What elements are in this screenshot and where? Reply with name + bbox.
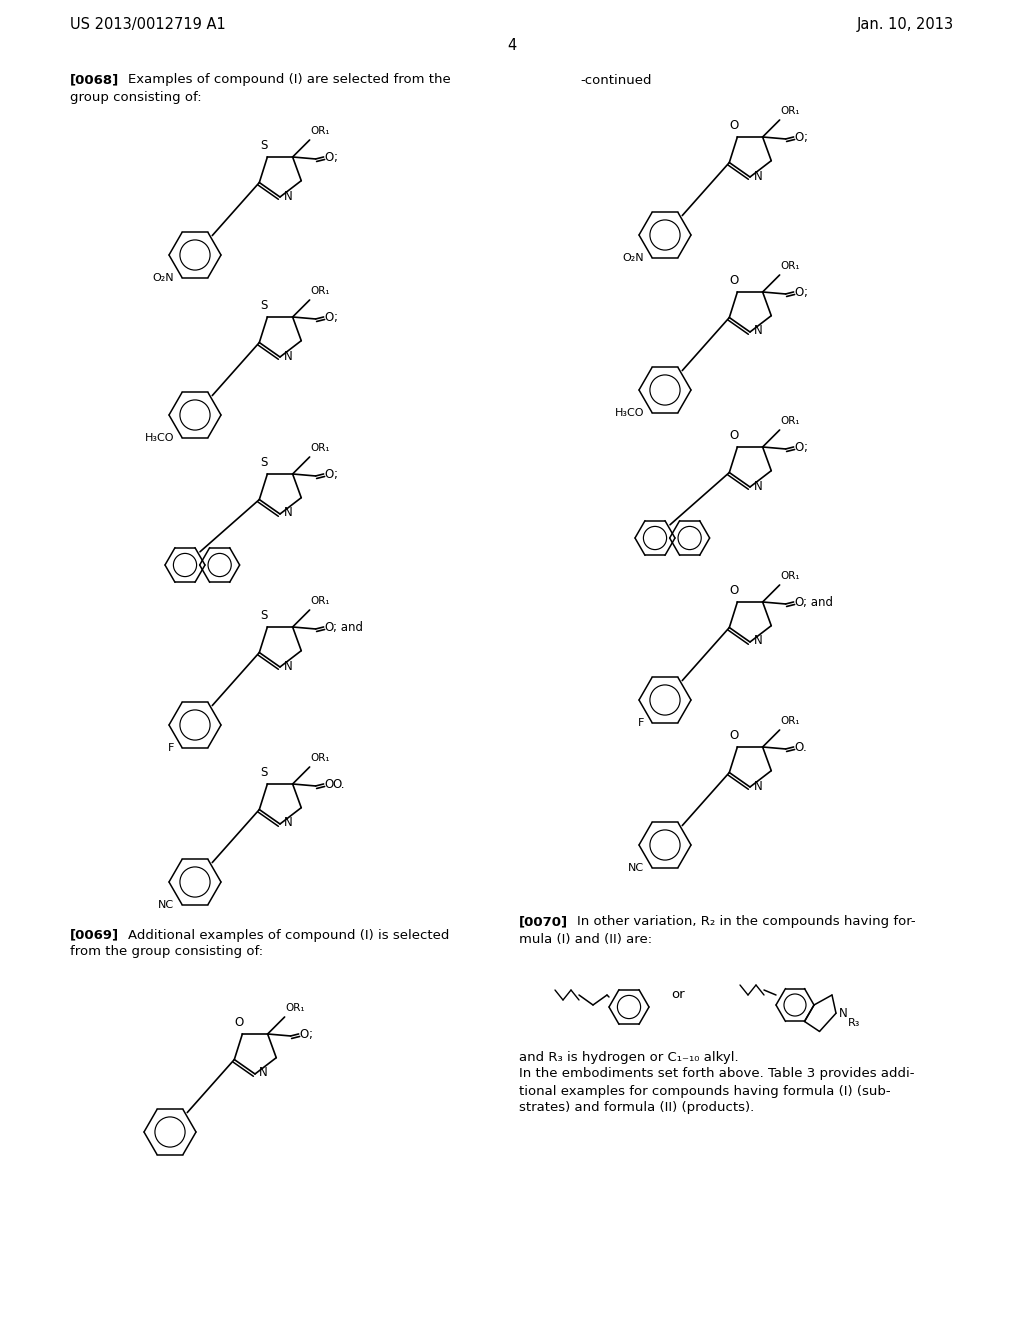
Text: ; and: ; and — [803, 597, 833, 610]
Text: from the group consisting of:: from the group consisting of: — [70, 945, 263, 958]
Text: N: N — [754, 479, 763, 492]
Text: ; and: ; and — [333, 622, 362, 635]
Text: R₃: R₃ — [848, 1018, 860, 1028]
Text: O: O — [325, 622, 334, 635]
Text: Examples of compound (I) are selected from the: Examples of compound (I) are selected fr… — [128, 74, 451, 87]
Text: OR₁: OR₁ — [780, 106, 800, 116]
Text: Jan. 10, 2013: Jan. 10, 2013 — [857, 17, 954, 33]
Text: OR₁: OR₁ — [310, 444, 331, 453]
Text: US 2013/0012719 A1: US 2013/0012719 A1 — [70, 17, 225, 33]
Text: O: O — [795, 441, 804, 454]
Text: OR₁: OR₁ — [310, 286, 331, 296]
Text: NC: NC — [629, 863, 644, 874]
Text: N: N — [754, 169, 763, 182]
Text: F: F — [168, 743, 174, 754]
Text: [0068]: [0068] — [70, 74, 119, 87]
Text: [0070]: [0070] — [519, 916, 568, 928]
Text: N: N — [284, 507, 293, 520]
Text: OR₁: OR₁ — [780, 572, 800, 581]
Text: H₃CO: H₃CO — [145, 433, 174, 444]
Text: O: O — [795, 597, 804, 610]
Text: O: O — [730, 429, 739, 442]
Text: -continued: -continued — [580, 74, 651, 87]
Text: OR₁: OR₁ — [780, 715, 800, 726]
Text: H₃CO: H₃CO — [615, 408, 644, 418]
Text: N: N — [284, 660, 293, 672]
Text: S: S — [261, 139, 268, 152]
Text: ;: ; — [803, 132, 807, 144]
Text: 4: 4 — [507, 37, 517, 53]
Text: N: N — [839, 1007, 848, 1020]
Text: OR₁: OR₁ — [780, 261, 800, 271]
Text: strates) and formula (II) (products).: strates) and formula (II) (products). — [519, 1101, 755, 1114]
Text: N: N — [754, 325, 763, 338]
Text: or: or — [671, 989, 685, 1002]
Text: ;: ; — [803, 286, 807, 300]
Text: O: O — [795, 742, 804, 755]
Text: OR₁: OR₁ — [310, 595, 331, 606]
Text: .: . — [803, 742, 806, 755]
Text: N: N — [754, 635, 763, 648]
Text: In other variation, R₂ in the compounds having for-: In other variation, R₂ in the compounds … — [577, 916, 915, 928]
Text: ;: ; — [803, 441, 807, 454]
Text: O: O — [730, 583, 739, 597]
Text: N: N — [284, 350, 293, 363]
Text: N: N — [284, 190, 293, 202]
Text: O: O — [325, 312, 334, 325]
Text: N: N — [754, 780, 763, 792]
Text: N: N — [284, 817, 293, 829]
Text: O₂N: O₂N — [623, 253, 644, 263]
Text: O: O — [325, 469, 334, 482]
Text: O: O — [234, 1016, 244, 1030]
Text: O: O — [325, 152, 334, 165]
Text: O: O — [795, 286, 804, 300]
Text: S: S — [261, 455, 268, 469]
Text: OR₁: OR₁ — [310, 752, 331, 763]
Text: ;: ; — [307, 1028, 311, 1041]
Text: O: O — [325, 779, 334, 792]
Text: OR₁: OR₁ — [780, 416, 800, 426]
Text: O.: O. — [333, 779, 345, 792]
Text: In the embodiments set forth above. Table 3 provides addi-: In the embodiments set forth above. Tabl… — [519, 1068, 914, 1081]
Text: F: F — [638, 718, 644, 729]
Text: O: O — [730, 729, 739, 742]
Text: OR₁: OR₁ — [310, 125, 331, 136]
Text: O₂N: O₂N — [153, 273, 174, 284]
Text: N: N — [259, 1067, 267, 1080]
Text: NC: NC — [159, 900, 174, 911]
Text: ;: ; — [333, 152, 337, 165]
Text: S: S — [261, 766, 268, 779]
Text: O: O — [730, 275, 739, 286]
Text: mula (I) and (II) are:: mula (I) and (II) are: — [519, 932, 652, 945]
Text: O: O — [730, 119, 739, 132]
Text: ;: ; — [333, 312, 337, 325]
Text: Additional examples of compound (I) is selected: Additional examples of compound (I) is s… — [128, 928, 450, 941]
Text: O: O — [300, 1028, 309, 1041]
Text: tional examples for compounds having formula (I) (sub-: tional examples for compounds having for… — [519, 1085, 891, 1097]
Text: S: S — [261, 298, 268, 312]
Text: O: O — [795, 132, 804, 144]
Text: ;: ; — [333, 469, 337, 482]
Text: OR₁: OR₁ — [286, 1003, 305, 1012]
Text: and R₃ is hydrogen or C₁₋₁₀ alkyl.: and R₃ is hydrogen or C₁₋₁₀ alkyl. — [519, 1051, 738, 1064]
Text: group consisting of:: group consisting of: — [70, 91, 202, 103]
Text: S: S — [261, 609, 268, 622]
Text: [0069]: [0069] — [70, 928, 119, 941]
